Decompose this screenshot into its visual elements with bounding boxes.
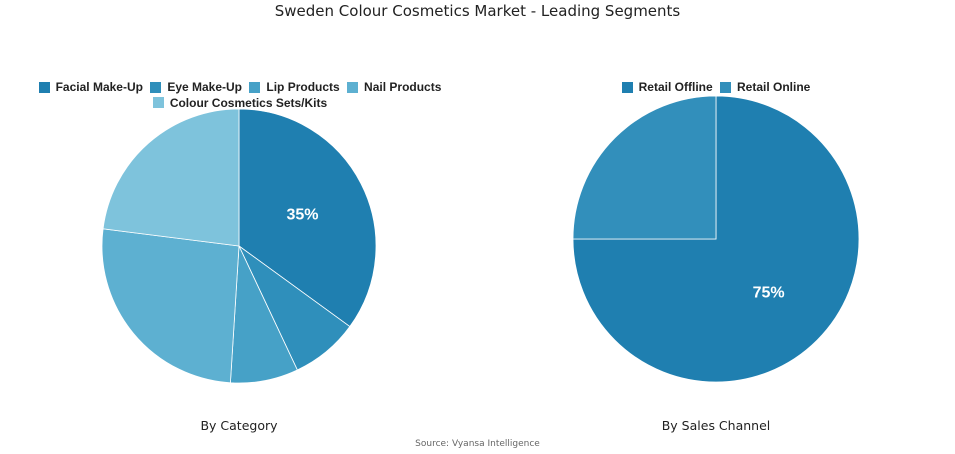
data-label: 75% xyxy=(753,285,785,302)
legend-label: Retail Offline xyxy=(638,80,713,94)
legend-label: Facial Make-Up xyxy=(55,80,143,94)
legend-label: Nail Products xyxy=(364,80,442,94)
legend-item: Eye Make-Up xyxy=(150,80,242,94)
legend-item: Facial Make-Up xyxy=(38,80,143,94)
legend-label: Lip Products xyxy=(266,80,340,94)
legend-label: Retail Online xyxy=(737,80,811,94)
legend-channel: Retail Offline Retail Online xyxy=(566,80,866,96)
pie-slice-facial-make-up xyxy=(238,108,377,328)
pie-slice-retail-online xyxy=(572,95,717,240)
legend-swatch xyxy=(38,81,50,93)
legend-swatch xyxy=(621,81,633,93)
legend-swatch xyxy=(347,81,359,93)
legend-item: Retail Online xyxy=(720,80,810,94)
pie-slice-retail-offline xyxy=(572,95,860,383)
source-note: Source: Vyansa Intelligence xyxy=(415,439,540,449)
legend-swatch xyxy=(249,81,261,93)
legend-swatch xyxy=(152,97,164,108)
data-label: 35% xyxy=(286,207,318,224)
legend-category: Facial Make-Up Eye Make-Up Lip Products … xyxy=(30,80,450,111)
legend-label: Colour Cosmetics Sets/Kits xyxy=(169,95,328,110)
chart-title: Sweden Colour Cosmetics Market - Leading… xyxy=(274,2,681,20)
legend-item: Lip Products xyxy=(249,80,340,94)
subtitle-category: By Category xyxy=(200,418,278,433)
pie-slice-colour-cosmetics-sets-kits xyxy=(102,108,240,247)
subtitle-channel: By Sales Channel xyxy=(661,418,771,433)
legend-item: Colour Cosmetics Sets/Kits xyxy=(152,95,328,110)
legend-swatch xyxy=(150,81,162,93)
legend-item: Nail Products xyxy=(347,80,441,94)
legend-label: Eye Make-Up xyxy=(167,80,243,94)
pie-slice-nail-products xyxy=(101,228,240,384)
legend-item: Retail Offline xyxy=(621,80,713,94)
legend-swatch xyxy=(720,81,731,93)
